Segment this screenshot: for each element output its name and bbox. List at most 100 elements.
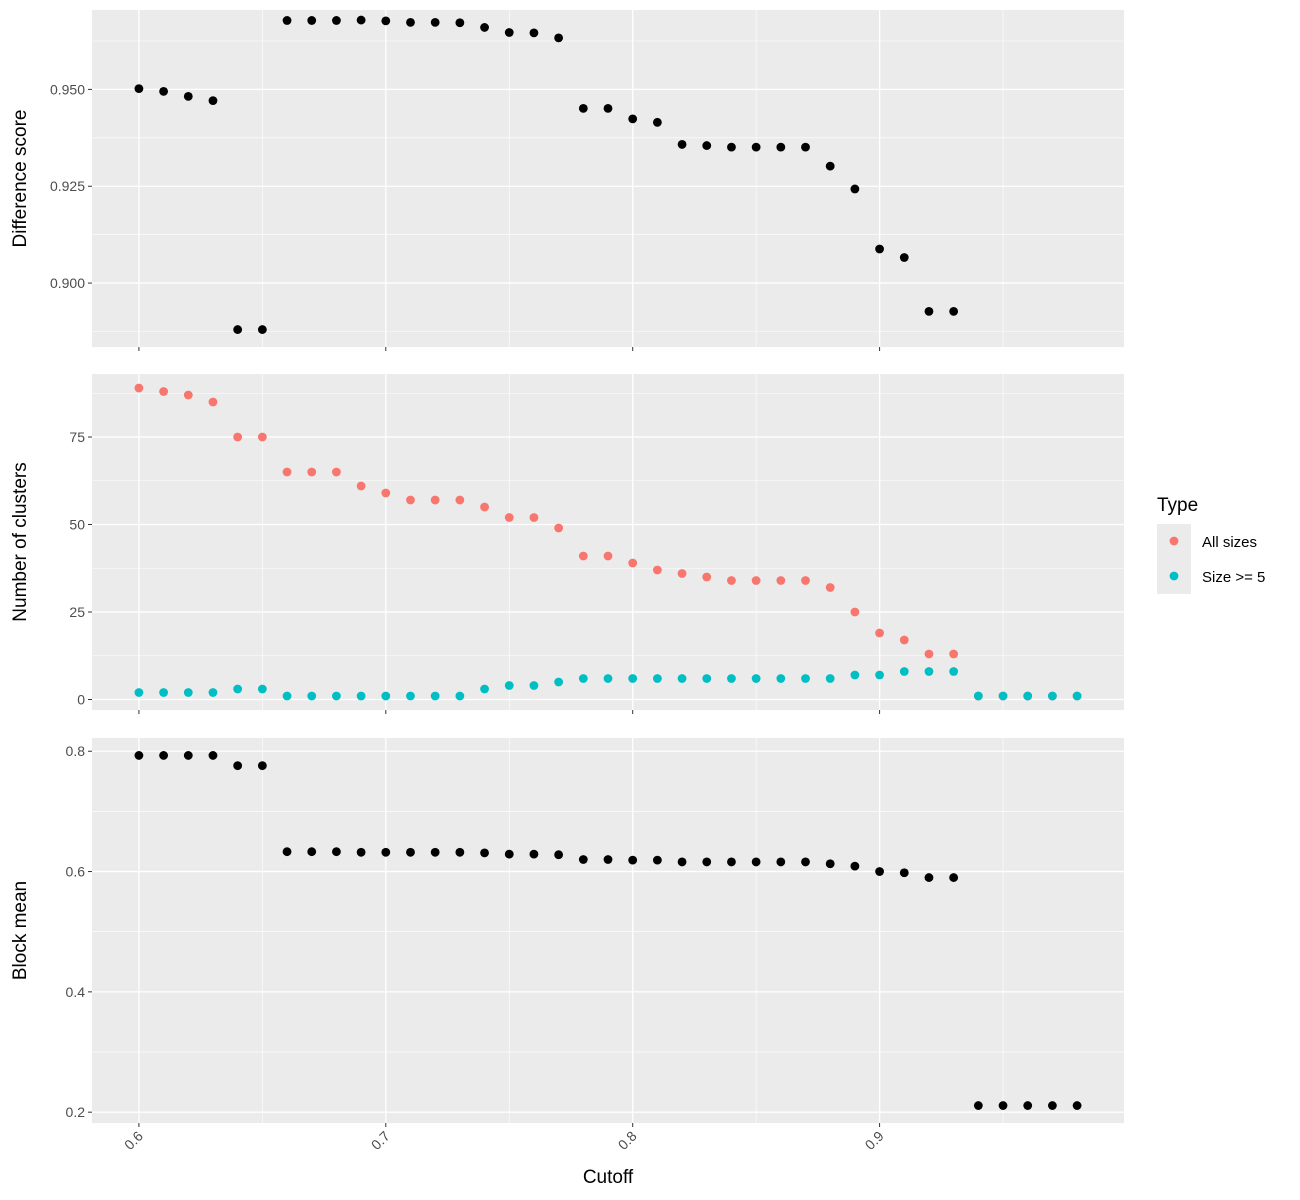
data-point bbox=[282, 16, 292, 25]
legend: Type All sizes Size >= 5 bbox=[1157, 495, 1265, 594]
data-point bbox=[578, 551, 588, 561]
data-point bbox=[751, 857, 761, 867]
data-point bbox=[480, 502, 489, 512]
data-point bbox=[949, 649, 959, 659]
legend-title: Type bbox=[1157, 495, 1198, 516]
y-tick-label: 25 bbox=[69, 604, 85, 620]
data-point bbox=[628, 674, 638, 683]
x-tick-label: 0.6 bbox=[121, 1128, 146, 1153]
data-point bbox=[628, 114, 638, 124]
data-point bbox=[554, 523, 564, 533]
data-point bbox=[875, 628, 884, 638]
data-point bbox=[875, 670, 884, 680]
data-point bbox=[504, 681, 514, 690]
data-point bbox=[257, 325, 267, 334]
data-point bbox=[282, 691, 292, 701]
x-tick-label: 0.7 bbox=[368, 1128, 393, 1153]
y-axis-title: Difference score bbox=[10, 110, 31, 248]
data-point bbox=[776, 857, 786, 867]
data-point bbox=[727, 674, 736, 683]
data-point bbox=[801, 857, 810, 867]
data-point bbox=[652, 117, 662, 127]
data-point bbox=[480, 23, 489, 32]
data-point bbox=[850, 184, 860, 194]
data-point bbox=[801, 142, 810, 152]
y-tick-label: 0.925 bbox=[50, 178, 85, 194]
data-point bbox=[875, 867, 884, 876]
data-point bbox=[899, 667, 909, 676]
data-point bbox=[480, 684, 489, 694]
data-point bbox=[751, 674, 761, 683]
data-point bbox=[924, 306, 934, 316]
data-point bbox=[801, 674, 810, 683]
data-point bbox=[356, 15, 366, 25]
data-point bbox=[776, 142, 786, 152]
data-point bbox=[430, 847, 440, 857]
data-point bbox=[208, 397, 218, 407]
series-size-5 bbox=[134, 667, 1082, 701]
data-point bbox=[924, 873, 934, 882]
data-point bbox=[208, 96, 218, 106]
data-point bbox=[924, 667, 934, 676]
data-point bbox=[356, 847, 366, 857]
y-tick-label: 0.4 bbox=[66, 984, 86, 1000]
data-point bbox=[850, 670, 860, 680]
data-point bbox=[183, 390, 193, 400]
data-point bbox=[430, 495, 440, 505]
y-axis-title: Number of clusters bbox=[10, 462, 31, 621]
data-point bbox=[727, 857, 736, 867]
panel-3: 0.2 0.4 0.6 0.8 Block mean bbox=[10, 738, 1124, 1127]
data-point bbox=[628, 855, 638, 865]
x-axis: 0.6 0.7 0.8 0.9 bbox=[121, 1128, 887, 1153]
data-point bbox=[381, 16, 391, 26]
y-axis-title: Block mean bbox=[10, 881, 31, 980]
y-tick-label: 0.6 bbox=[66, 864, 86, 880]
data-point bbox=[677, 674, 687, 683]
data-point bbox=[652, 855, 662, 865]
y-tick-label: 75 bbox=[69, 429, 85, 445]
x-tick-label: 0.9 bbox=[862, 1128, 887, 1153]
data-point bbox=[776, 674, 786, 683]
data-point bbox=[1072, 691, 1082, 701]
data-point bbox=[504, 513, 514, 522]
data-point bbox=[480, 848, 489, 858]
data-point bbox=[1048, 691, 1057, 701]
panel-background bbox=[92, 738, 1124, 1123]
data-point bbox=[801, 576, 810, 585]
y-tick-label: 0.2 bbox=[66, 1104, 86, 1120]
legend-label: Size >= 5 bbox=[1202, 569, 1265, 586]
data-point bbox=[134, 688, 144, 697]
data-point bbox=[282, 847, 292, 857]
data-point bbox=[406, 495, 415, 505]
y-tick-label: 50 bbox=[69, 517, 85, 533]
data-point bbox=[899, 868, 909, 878]
data-point bbox=[924, 649, 934, 659]
legend-key-background bbox=[1157, 524, 1191, 594]
legend-label: All sizes bbox=[1202, 534, 1257, 551]
data-point bbox=[751, 142, 761, 152]
data-point bbox=[455, 691, 465, 701]
data-point bbox=[504, 28, 514, 37]
data-point bbox=[257, 761, 267, 771]
data-point bbox=[949, 306, 959, 316]
data-point bbox=[727, 576, 736, 585]
data-point bbox=[603, 855, 613, 864]
data-point bbox=[825, 161, 835, 171]
data-point bbox=[406, 691, 415, 701]
data-point bbox=[430, 17, 440, 27]
data-point bbox=[183, 751, 193, 760]
data-point bbox=[183, 91, 193, 101]
data-point bbox=[776, 576, 786, 585]
data-point bbox=[973, 1101, 983, 1110]
data-point bbox=[332, 691, 341, 701]
data-point bbox=[257, 432, 267, 442]
data-point bbox=[1023, 691, 1033, 701]
data-point bbox=[949, 667, 959, 676]
data-point bbox=[652, 674, 662, 683]
panel-2: 0 25 50 75 Number of clusters bbox=[10, 374, 1124, 714]
data-point bbox=[554, 677, 564, 687]
data-point bbox=[998, 691, 1008, 701]
data-point bbox=[578, 674, 588, 683]
y-tick-label: 0 bbox=[77, 692, 85, 708]
data-point bbox=[134, 751, 144, 760]
